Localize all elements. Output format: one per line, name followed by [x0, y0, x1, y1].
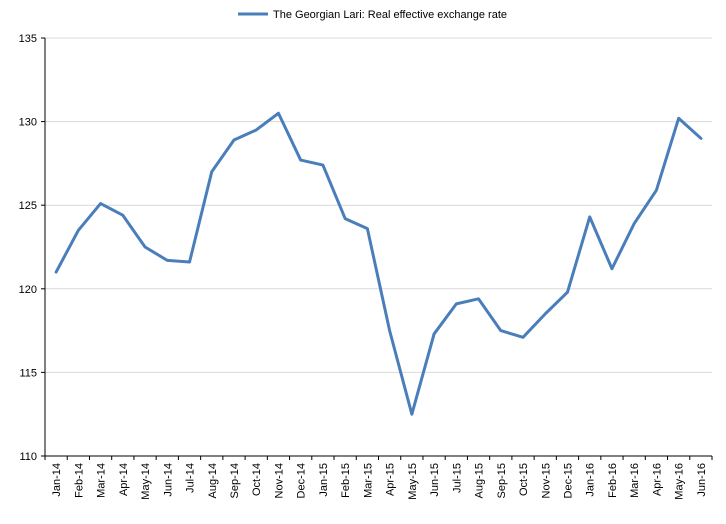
- y-axis: 110 115 120 125 130 135: [19, 33, 46, 463]
- data-point: [366, 227, 369, 230]
- data-point: [210, 170, 213, 173]
- data-point: [343, 217, 347, 220]
- x-tick-label: Oct-15: [518, 463, 530, 496]
- data-point: [566, 290, 569, 294]
- data-point: [455, 302, 458, 306]
- data-point: [699, 137, 703, 140]
- x-tick-label: Jan-14: [51, 463, 63, 497]
- series-line: [54, 111, 703, 416]
- gridlines: [45, 37, 712, 373]
- data-point: [432, 332, 436, 336]
- x-tick-label: Mar-15: [362, 463, 374, 498]
- x-tick-label: Jun-16: [696, 463, 708, 497]
- data-point: [321, 163, 325, 167]
- x-tick-label: Jan-15: [318, 463, 330, 497]
- data-point: [77, 229, 80, 232]
- data-point: [143, 245, 147, 249]
- x-tick-label: Nov-14: [273, 463, 285, 498]
- data-point: [544, 312, 547, 316]
- x-tick-label: Oct-14: [251, 463, 263, 496]
- x-tick-label: Dec-15: [562, 463, 574, 498]
- data-point: [521, 336, 525, 339]
- data-point: [632, 222, 636, 225]
- y-tick-label: 110: [19, 451, 37, 463]
- series-layer: [54, 111, 703, 416]
- data-point: [499, 329, 502, 332]
- x-tick-label: Mar-16: [629, 463, 641, 498]
- data-point: [610, 267, 614, 270]
- x-tick-label: Nov-15: [540, 463, 552, 498]
- x-tick-label: May-15: [407, 463, 419, 500]
- x-tick-label: Sep-14: [229, 463, 241, 498]
- data-point: [99, 202, 102, 205]
- x-tick-label: Jun-15: [429, 463, 441, 497]
- data-point: [54, 270, 58, 274]
- x-axis: Jan-14 Feb-14 Mar-14 Apr-14 May-14 Jun-14 Jul-…: [44, 455, 713, 500]
- y-tick-label: 130: [19, 117, 37, 129]
- x-tick-label: Jul-14: [185, 463, 197, 493]
- y-tick-label: 120: [19, 284, 37, 296]
- x-tick-label: Apr-14: [118, 463, 130, 496]
- x-tick-label: Dec-14: [296, 463, 308, 498]
- y-tick-label: 135: [19, 33, 37, 45]
- x-tick-label: Feb-15: [340, 463, 352, 498]
- legend: The Georgian Lari: Real effective exchan…: [238, 9, 507, 21]
- x-tick-label: May-16: [674, 463, 686, 500]
- data-point: [410, 413, 414, 416]
- x-tick-label: May-14: [140, 463, 152, 500]
- x-tick-label: Mar-14: [96, 463, 108, 498]
- data-point: [388, 329, 391, 332]
- x-tick-label: Feb-16: [607, 463, 619, 498]
- x-tick-label: Aug-14: [207, 463, 219, 498]
- x-tick-label: Aug-15: [474, 463, 486, 498]
- data-point: [588, 215, 591, 219]
- data-point: [232, 138, 236, 142]
- x-tick-label: Jun-14: [162, 463, 174, 497]
- data-point: [166, 259, 169, 262]
- data-point: [477, 297, 480, 301]
- data-point: [188, 260, 191, 264]
- data-point: [655, 188, 658, 192]
- data-point: [299, 158, 302, 162]
- x-tick-label: Feb-14: [73, 463, 85, 498]
- x-tick-label: Jul-15: [451, 463, 463, 493]
- data-point: [121, 214, 125, 217]
- legend-label: The Georgian Lari: Real effective exchan…: [273, 9, 507, 21]
- data-point: [677, 117, 680, 120]
- x-tick-label: Apr-16: [651, 463, 663, 496]
- y-tick-label: 125: [19, 200, 37, 212]
- x-tick-label: Sep-15: [496, 463, 508, 498]
- data-point: [255, 128, 258, 132]
- x-tick-label: Apr-15: [385, 463, 397, 496]
- data-point: [277, 112, 280, 115]
- x-tick-label: Jan-16: [585, 463, 597, 497]
- y-tick-label: 115: [19, 367, 37, 379]
